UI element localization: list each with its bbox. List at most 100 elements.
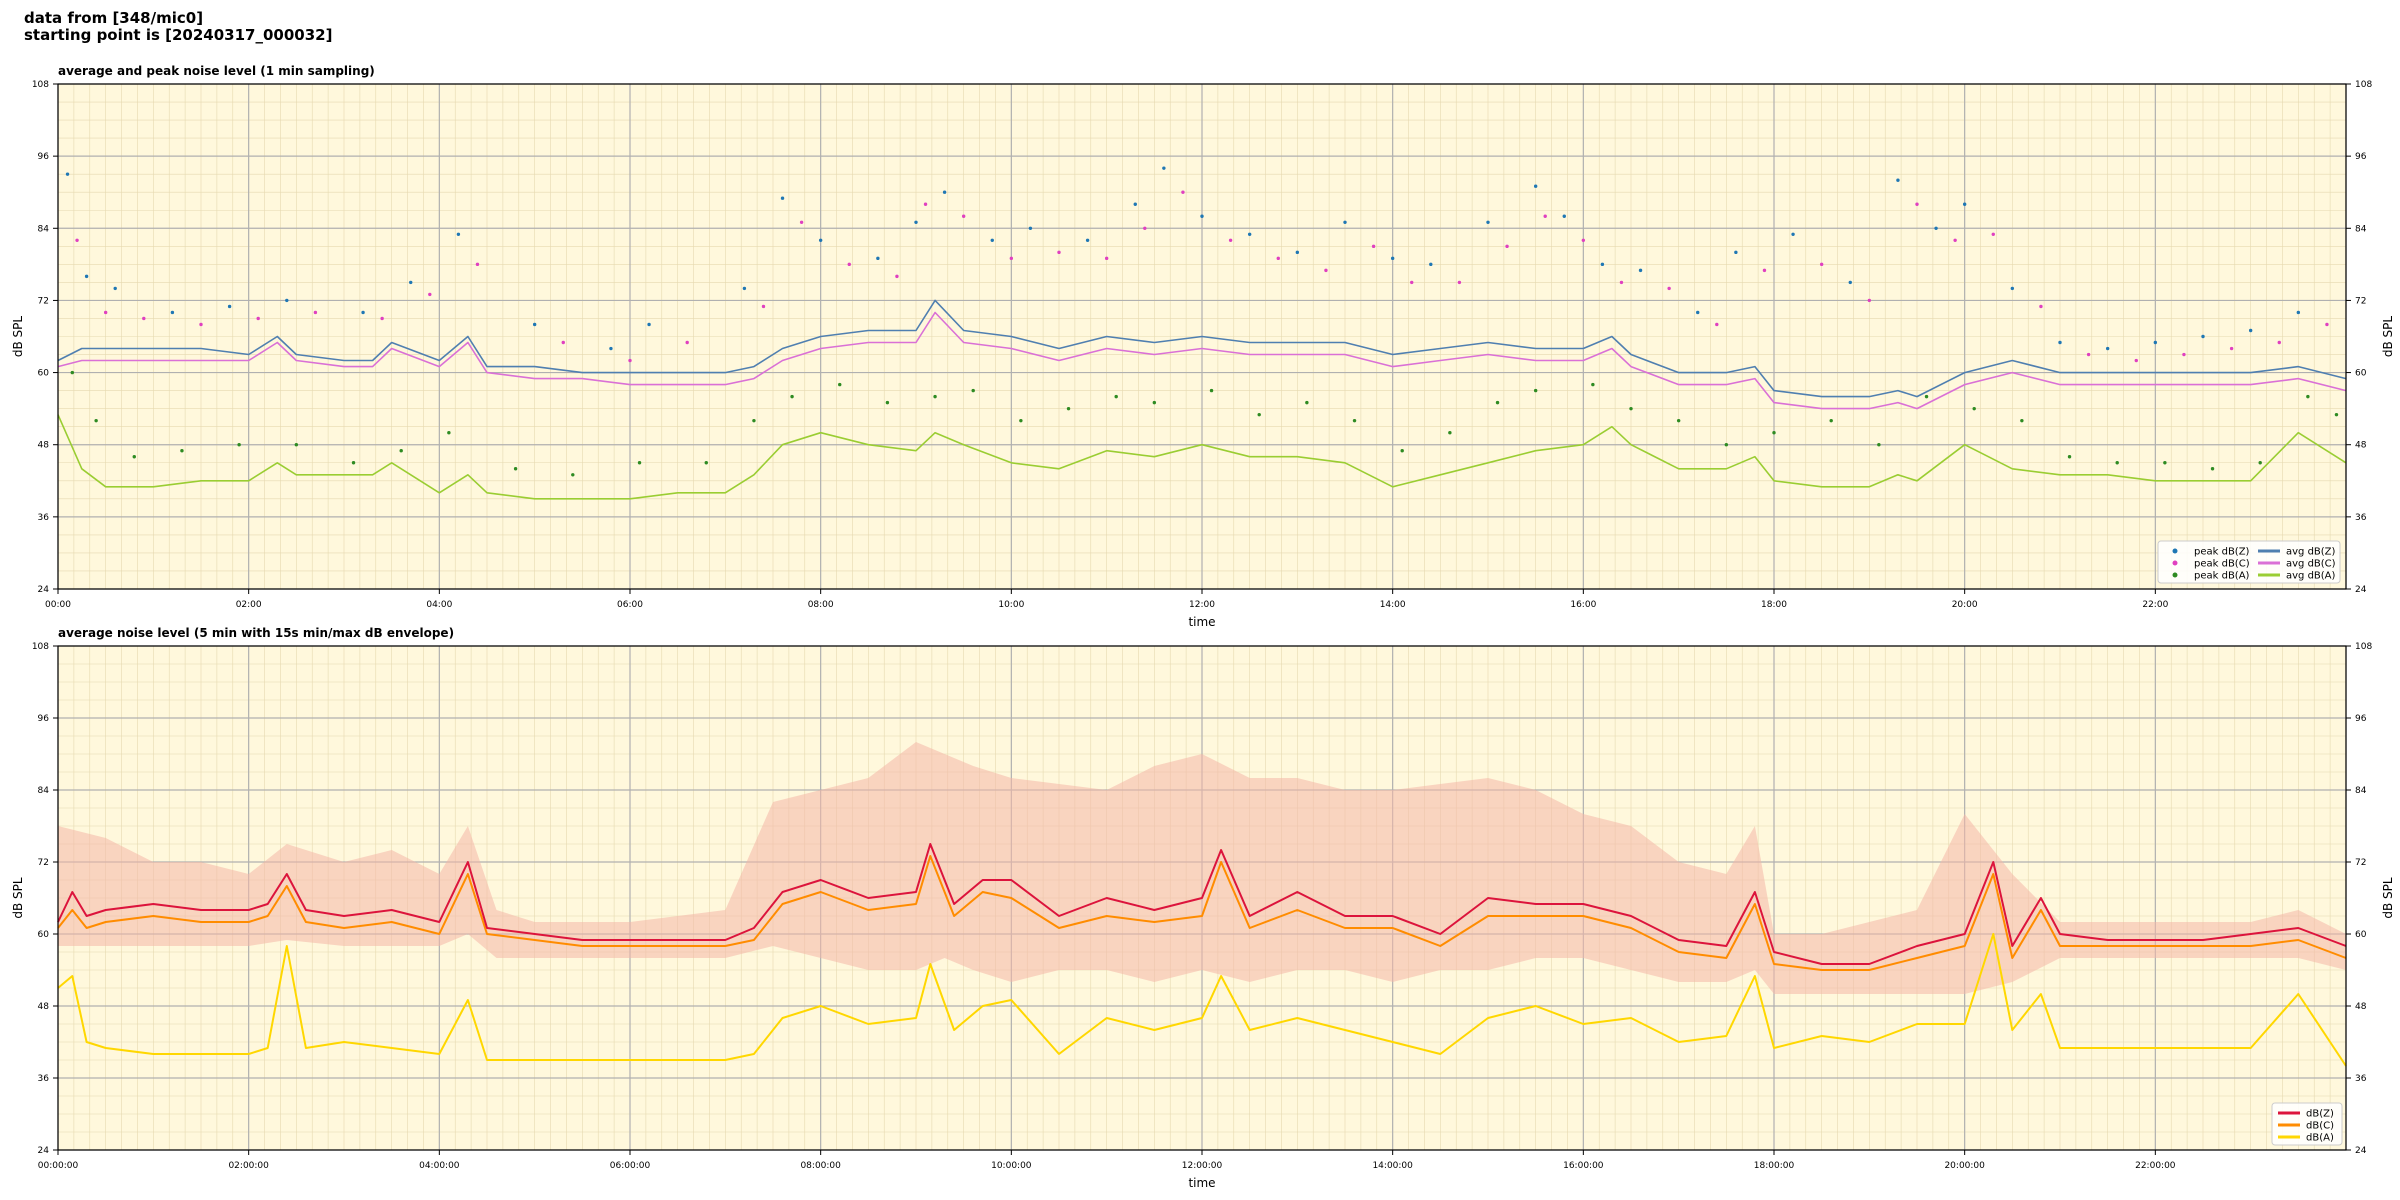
series-point-peak-db-a bbox=[399, 449, 403, 453]
series-point-peak-db-a bbox=[1114, 394, 1118, 399]
series-point-peak-db-c bbox=[1715, 322, 1719, 327]
series-point-peak-db-z bbox=[1133, 202, 1137, 206]
y-tick-label-left: 72 bbox=[38, 858, 49, 868]
x-tick-label: 22:00 bbox=[2142, 600, 2168, 610]
x-tick-label: 04:00:00 bbox=[419, 1161, 460, 1171]
series-point-peak-db-c bbox=[1991, 232, 1995, 236]
series-point-peak-db-z bbox=[1848, 280, 1852, 285]
series-line-avg-db-z bbox=[57, 299, 2347, 398]
series-point-peak-db-c bbox=[2086, 352, 2091, 357]
y-tick-label-left: 24 bbox=[38, 585, 50, 595]
series-point-peak-db-a bbox=[790, 394, 794, 399]
series-point-peak-db-a bbox=[1829, 418, 1833, 423]
x-tick-label: 14:00 bbox=[1380, 600, 1406, 610]
series-envelope-band bbox=[58, 742, 2346, 994]
x-tick-label: 04:00 bbox=[426, 600, 452, 610]
series-point-peak-db-z bbox=[990, 238, 994, 243]
y-tick-label-right: 84 bbox=[2355, 224, 2367, 234]
series-point-peak-db-z bbox=[1429, 262, 1433, 267]
series-point-peak-db-z bbox=[1085, 238, 1090, 243]
series-point-peak-db-a bbox=[1629, 406, 1633, 411]
y-tick-label-left: 96 bbox=[38, 714, 50, 724]
series-point-peak-db-a bbox=[704, 461, 708, 465]
series-point-peak-db-c bbox=[1143, 226, 1147, 230]
series-point-peak-db-a bbox=[637, 461, 642, 465]
y-tick-label-left: 24 bbox=[38, 1146, 50, 1156]
series-point-peak-db-a bbox=[1305, 400, 1309, 405]
series-point-peak-db-a bbox=[571, 473, 575, 477]
x-tick-label: 20:00:00 bbox=[1944, 1161, 1985, 1171]
series-point-peak-db-z bbox=[170, 310, 175, 315]
series-point-peak-db-z bbox=[1934, 226, 1938, 230]
series-point-peak-db-c bbox=[561, 340, 565, 345]
series-point-peak-db-z bbox=[1533, 184, 1538, 188]
series-point-peak-db-z bbox=[456, 232, 461, 236]
series-point-peak-db-a bbox=[2163, 461, 2167, 465]
series-point-peak-db-a bbox=[180, 449, 184, 453]
series-point-peak-db-c bbox=[2277, 340, 2281, 345]
x-tick-label: 08:00:00 bbox=[800, 1161, 841, 1171]
series-point-peak-db-z bbox=[1162, 166, 1166, 170]
series-point-peak-db-a bbox=[1533, 388, 1538, 393]
y-tick-label-right: 24 bbox=[2355, 1146, 2367, 1156]
series-point-peak-db-a bbox=[1972, 406, 1976, 411]
series-point-peak-db-a bbox=[1352, 418, 1357, 423]
series-point-peak-db-z bbox=[818, 238, 823, 243]
legend-label-avg-db-a: avg dB(A) bbox=[2286, 571, 2336, 582]
series-point-peak-db-z bbox=[1696, 310, 1700, 315]
series-point-peak-db-c bbox=[142, 316, 146, 321]
series-point-peak-db-a bbox=[294, 443, 299, 447]
x-axis-label: time bbox=[1188, 615, 1215, 629]
y-tick-label-left: 108 bbox=[32, 80, 49, 90]
series-point-peak-db-z bbox=[1486, 220, 1490, 224]
legend-label-db-c: dB(C) bbox=[2306, 1121, 2334, 1132]
series-point-peak-db-z bbox=[2153, 340, 2158, 345]
series-point-peak-db-a bbox=[1495, 400, 1500, 405]
series-point-peak-db-z bbox=[65, 172, 70, 176]
y-tick-label-left: 60 bbox=[38, 930, 50, 940]
series-line-db-z bbox=[57, 843, 2347, 965]
x-tick-label: 20:00 bbox=[1952, 600, 1978, 610]
legend-label-avg-db-c: avg dB(C) bbox=[2286, 559, 2336, 570]
y-tick-label-left: 60 bbox=[38, 369, 50, 379]
x-tick-label: 14:00:00 bbox=[1372, 1161, 1413, 1171]
y-tick-label-right: 84 bbox=[2355, 786, 2367, 796]
legend-marker-peak-db-z bbox=[2172, 548, 2178, 554]
y-tick-label-right: 60 bbox=[2355, 369, 2367, 379]
x-tick-label: 06:00:00 bbox=[610, 1161, 651, 1171]
x-tick-label: 18:00 bbox=[1761, 600, 1787, 610]
chart-2: 24 24 36 36 48 48 60 60 72 72 84 84 96 96 108 108 00:00:… bbox=[11, 626, 2395, 1190]
series-point-peak-db-z bbox=[1200, 214, 1204, 218]
series-point-peak-db-a bbox=[2306, 394, 2310, 399]
series-point-peak-db-c bbox=[1915, 202, 1919, 206]
series-point-peak-db-c bbox=[2229, 346, 2234, 351]
series-point-peak-db-c bbox=[2039, 304, 2043, 309]
legend-label-peak-db-c: peak dB(C) bbox=[2194, 559, 2250, 570]
series-point-peak-db-a bbox=[971, 388, 975, 393]
legend-marker-peak-db-a bbox=[2172, 572, 2178, 578]
x-tick-label: 16:00 bbox=[1570, 600, 1596, 610]
series-line-db-c bbox=[57, 855, 2347, 971]
series-point-peak-db-c bbox=[75, 238, 79, 243]
series-point-peak-db-c bbox=[799, 220, 804, 224]
legend-label-avg-db-z: avg dB(Z) bbox=[2286, 547, 2336, 558]
series-point-peak-db-z bbox=[1562, 214, 1566, 218]
series-point-peak-db-c bbox=[847, 262, 851, 267]
series-point-peak-db-a bbox=[2020, 418, 2024, 423]
series-point-peak-db-z bbox=[285, 298, 289, 303]
series-point-peak-db-c bbox=[1867, 298, 1872, 303]
series-point-peak-db-z bbox=[1028, 226, 1033, 230]
legend-marker-peak-db-c bbox=[2172, 560, 2178, 566]
series-point-peak-db-a bbox=[2210, 467, 2215, 471]
series-line-avg-db-a bbox=[57, 414, 2347, 500]
series-point-peak-db-c bbox=[1819, 262, 1824, 267]
legend-label-peak-db-z: peak dB(Z) bbox=[2194, 547, 2250, 558]
x-tick-label: 22:00:00 bbox=[2135, 1161, 2176, 1171]
y-tick-label-right: 108 bbox=[2355, 642, 2372, 652]
report-header: data from [348/mic0] starting point is [… bbox=[24, 10, 332, 44]
series-point-peak-db-c bbox=[256, 316, 260, 321]
x-tick-label: 16:00:00 bbox=[1563, 1161, 1604, 1171]
y-tick-label-right: 72 bbox=[2355, 296, 2366, 306]
y-tick-label-right: 96 bbox=[2355, 152, 2367, 162]
series-point-peak-db-c bbox=[428, 292, 432, 297]
